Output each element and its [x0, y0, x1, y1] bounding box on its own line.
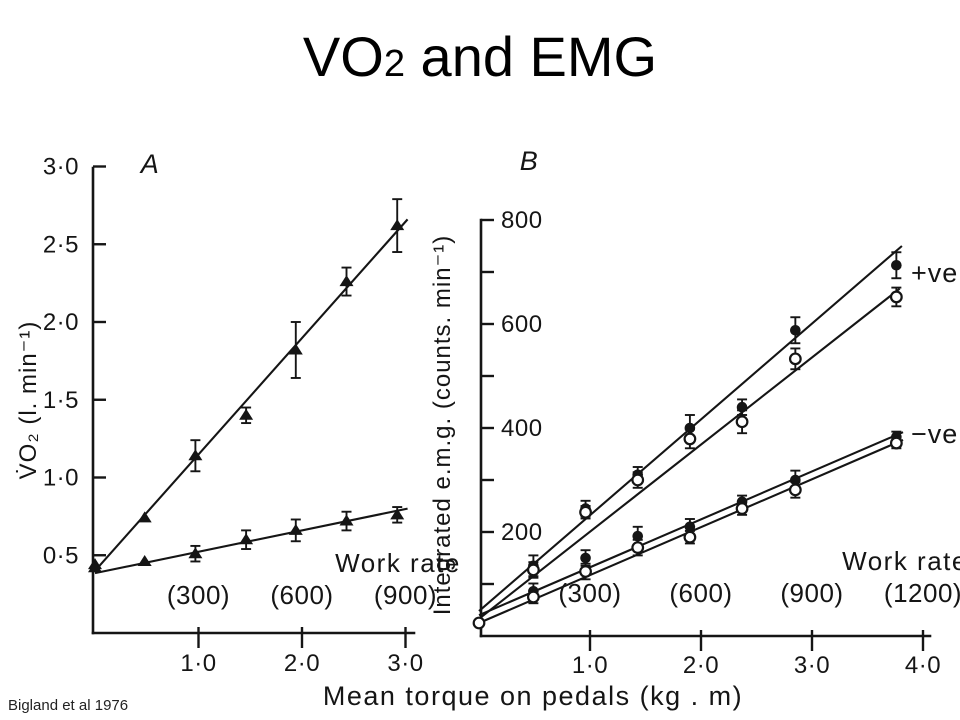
series-vo2-positive-work [88, 198, 409, 572]
marker-circle-filled [580, 552, 591, 564]
chart-A-y-ticks: 3·0 2·5 2·0 1·5 1·0 0·5 [43, 154, 106, 569]
panel-label-A: A [139, 149, 160, 179]
marker-circle-filled [790, 324, 801, 336]
fit-line [478, 287, 901, 620]
title-subscript: 2 [383, 43, 405, 85]
work-rate-value: (1200) [884, 578, 960, 608]
x-tick-label: 3·0 [387, 650, 423, 677]
marker-triangle-filled [288, 523, 303, 535]
y-tick-label: 0·5 [43, 542, 79, 569]
chart-A-y-axis-label: V̇O₂ (l. min⁻¹) [14, 321, 42, 480]
series-emg-negative-open [472, 436, 904, 630]
marker-circle-open [889, 436, 903, 450]
marker-triangle-filled [390, 508, 405, 520]
x-tick-label: 1·0 [572, 652, 608, 679]
y-tick-label: 600 [501, 311, 543, 338]
marker-circle-open [735, 415, 749, 429]
marker-circle-open [579, 505, 592, 519]
y-tick-label: 1·0 [43, 465, 79, 492]
marker-triangle-filled [339, 514, 354, 526]
marker-triangle-filled [239, 408, 254, 420]
marker-triangle-filled [188, 547, 203, 559]
marker-triangle-filled [137, 511, 152, 523]
marker-circle-open [683, 530, 697, 544]
chart-A: 3·0 2·5 2·0 1·5 1·0 0·5 1·0 (300) 2·0 (600) 3·0 (90… [14, 149, 461, 677]
marker-circle-open [631, 541, 645, 554]
marker-circle-open [526, 563, 540, 577]
series-annotation-emg-negative-filled: −ve [911, 419, 958, 449]
marker-circle-open [579, 565, 592, 578]
y-tick-label: 2·5 [43, 231, 79, 258]
fit-line [94, 218, 409, 572]
y-tick-label: 800 [501, 207, 543, 234]
chart-B-x-ticks: 1·0 (300) 2·0 (600) 3·0 (900) 4·0 (1200) [558, 578, 960, 679]
series-emg-positive-open [478, 286, 903, 620]
x-tick-label: 4·0 [905, 652, 941, 679]
marker-circle-filled [891, 259, 902, 271]
x-axis-label-shared: Mean torque on pedals (kg . m) [323, 681, 743, 711]
marker-triangle-filled [239, 533, 254, 545]
chart-B-y-axis-label: Integrated e.m.g. (counts. min⁻¹) [429, 235, 456, 615]
marker-circle-open [631, 473, 645, 487]
marker-triangle-filled [188, 449, 203, 461]
marker-circle-open [735, 502, 749, 516]
marker-circle-open [788, 483, 802, 497]
x-tick-label: 2·0 [683, 652, 719, 679]
work-rate-value: (900) [780, 578, 843, 608]
marker-circle-filled [684, 422, 696, 434]
y-tick-label: 1·5 [43, 387, 79, 414]
marker-circle-open [788, 352, 802, 366]
work-rate-value: (300) [167, 580, 230, 610]
marker-circle-filled [684, 521, 696, 533]
marker-circle-open [683, 432, 697, 446]
work-rate-value: (300) [558, 578, 621, 608]
marker-triangle-filled [88, 561, 102, 573]
y-tick-label: 400 [501, 415, 543, 442]
work-rate-value: (600) [270, 580, 333, 610]
work-rate-value: (900) [374, 580, 437, 610]
work-rate-title: Work rate [335, 548, 461, 578]
marker-circle-filled [632, 530, 644, 542]
marker-triangle-filled [288, 343, 303, 355]
title-main: VO [302, 25, 384, 88]
work-rate-title: Work rate [842, 546, 960, 576]
series-vo2-negative-work [88, 506, 408, 575]
marker-triangle-filled [137, 554, 152, 566]
marker-triangle-filled [390, 219, 405, 231]
work-rate-value: (600) [669, 578, 732, 608]
citation: Bigland et al 1976 [8, 697, 129, 714]
series-annotation-emg-positive-filled: +ve [911, 258, 958, 288]
panel-label-B: B [520, 146, 539, 176]
x-tick-label: 2·0 [284, 650, 320, 677]
y-tick-label: 3·0 [43, 154, 79, 181]
chart-B-y-ticks: 800 600 400 200 [481, 207, 543, 586]
marker-circle-open [472, 616, 486, 630]
x-tick-label: 1·0 [180, 650, 216, 677]
x-tick-label: 3·0 [794, 652, 830, 679]
marker-circle-open [526, 590, 540, 604]
title-rest: and EMG [405, 25, 658, 88]
chart-A-x-ticks: 1·0 (300) 2·0 (600) 3·0 (900) [167, 580, 437, 677]
slide-title: VO2 and EMG [0, 24, 960, 89]
marker-triangle-filled [339, 275, 354, 287]
y-tick-label: 2·0 [43, 309, 79, 336]
chart-B: 800 600 400 200 1·0 (300) 2·0 (600) 3·0 (900) 4·0 (… [429, 146, 960, 679]
y-tick-label: 200 [501, 519, 543, 546]
marker-circle-open [889, 290, 903, 304]
